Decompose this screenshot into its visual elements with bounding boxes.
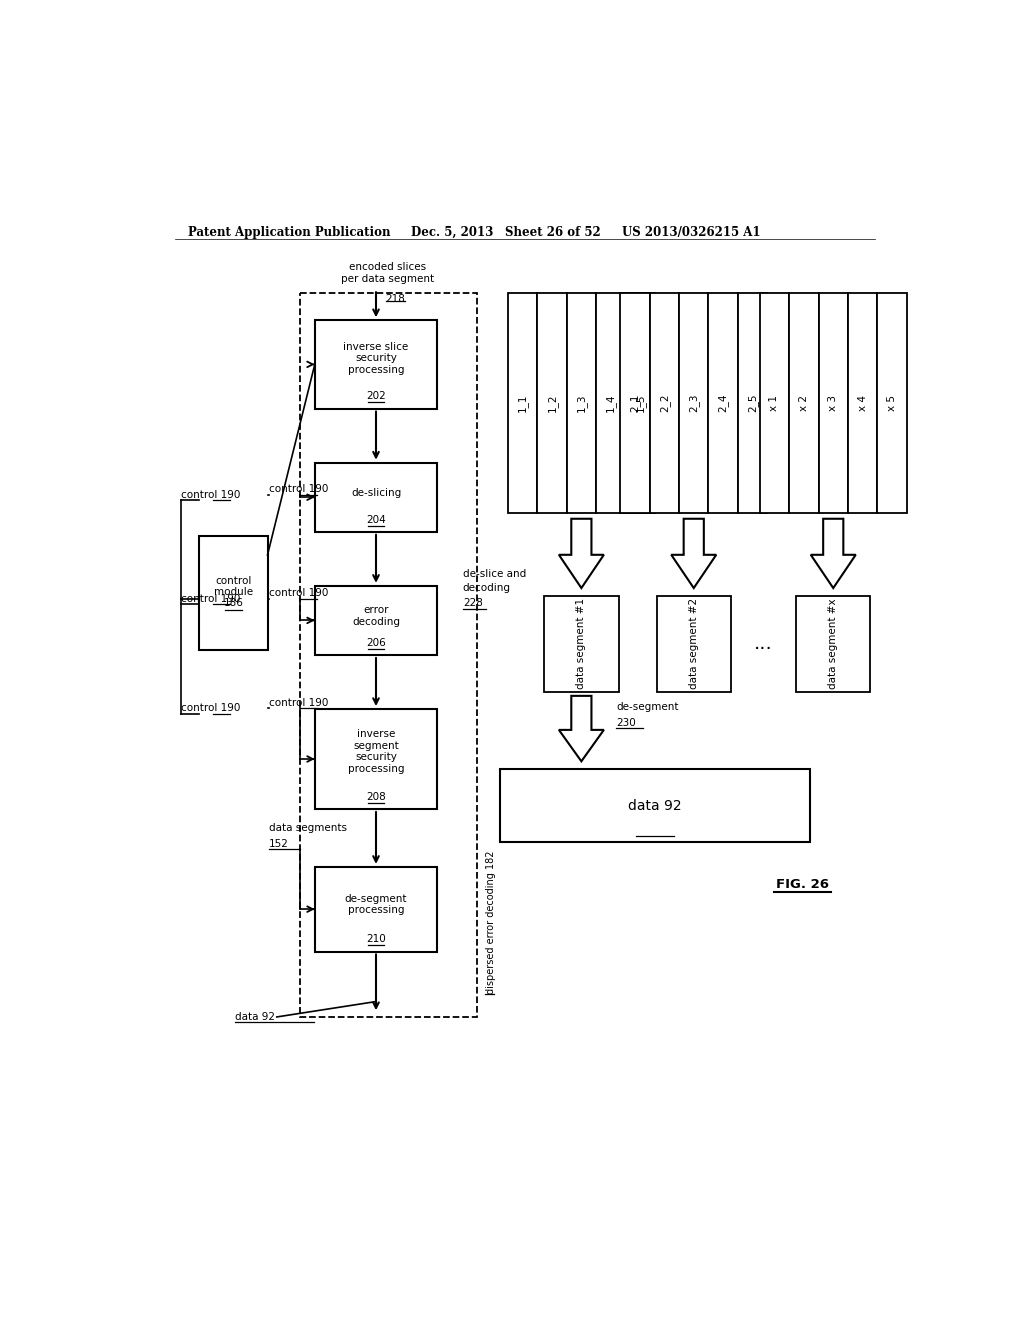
Text: x 2: x 2: [799, 395, 809, 411]
Text: Sheet 26 of 52: Sheet 26 of 52: [506, 226, 601, 239]
Text: 204: 204: [367, 515, 386, 524]
Text: x 3: x 3: [828, 395, 839, 411]
Text: control 190: control 190: [269, 698, 329, 708]
Bar: [656, 595, 731, 692]
Text: data 92: data 92: [628, 799, 682, 813]
Text: Patent Application Publication: Patent Application Publication: [188, 226, 391, 239]
Text: control 190: control 190: [180, 594, 240, 603]
Text: 2_2: 2_2: [658, 393, 670, 412]
Polygon shape: [811, 519, 856, 589]
Bar: [200, 536, 267, 649]
Text: inverse slice
security
processing: inverse slice security processing: [343, 342, 409, 375]
Bar: [818, 293, 848, 512]
Text: dispersed error decoding 182: dispersed error decoding 182: [486, 850, 496, 994]
Text: 202: 202: [367, 391, 386, 401]
Text: 2_5: 2_5: [748, 393, 758, 412]
Text: per data segment: per data segment: [341, 275, 434, 284]
Text: ...: ...: [754, 635, 773, 653]
Bar: [314, 586, 437, 655]
Text: 1_2: 1_2: [547, 393, 557, 412]
Text: 1_4: 1_4: [605, 393, 616, 412]
Text: Dec. 5, 2013: Dec. 5, 2013: [411, 226, 494, 239]
Bar: [596, 293, 626, 512]
Bar: [760, 293, 790, 512]
Bar: [626, 293, 655, 512]
Text: 206: 206: [367, 638, 386, 648]
Text: FIG. 26: FIG. 26: [776, 878, 828, 891]
Bar: [300, 293, 477, 1016]
Bar: [314, 462, 437, 532]
Text: 230: 230: [616, 718, 636, 727]
Text: 228: 228: [463, 598, 482, 609]
Bar: [878, 293, 907, 512]
Bar: [709, 293, 738, 512]
Bar: [621, 293, 649, 512]
Text: control 190: control 190: [269, 484, 329, 495]
Bar: [848, 293, 878, 512]
Text: 1_1: 1_1: [517, 393, 528, 412]
Text: de-slicing: de-slicing: [351, 487, 401, 498]
Bar: [314, 867, 437, 952]
Text: 2_4: 2_4: [718, 393, 729, 412]
Text: 2_1: 2_1: [630, 393, 640, 412]
Text: de-segment
processing: de-segment processing: [345, 894, 408, 915]
Text: 2_3: 2_3: [688, 393, 699, 412]
Bar: [796, 595, 870, 692]
Text: de-segment: de-segment: [616, 702, 679, 713]
Bar: [500, 770, 810, 842]
Bar: [314, 321, 437, 409]
Text: x 4: x 4: [858, 395, 867, 411]
Text: data 92: data 92: [234, 1012, 275, 1022]
Polygon shape: [559, 696, 604, 762]
Text: 218: 218: [385, 294, 406, 304]
Bar: [544, 595, 618, 692]
Bar: [508, 293, 538, 512]
Text: data segments: data segments: [269, 824, 347, 833]
Bar: [790, 293, 818, 512]
Text: encoded slices: encoded slices: [349, 263, 426, 272]
Text: 208: 208: [367, 792, 386, 801]
Text: 1_5: 1_5: [635, 393, 646, 412]
Text: decoding: decoding: [463, 583, 511, 593]
Text: error
decoding: error decoding: [352, 605, 400, 627]
Text: inverse
segment
security
processing: inverse segment security processing: [348, 729, 404, 774]
Text: data segment #1: data segment #1: [577, 598, 587, 689]
Text: data segment #x: data segment #x: [828, 598, 839, 689]
Text: 210: 210: [367, 935, 386, 944]
Text: data segment #2: data segment #2: [689, 598, 698, 689]
Text: de-slice and: de-slice and: [463, 569, 526, 579]
Text: 186: 186: [223, 598, 244, 609]
Bar: [738, 293, 767, 512]
Text: US 2013/0326215 A1: US 2013/0326215 A1: [623, 226, 761, 239]
Text: 1_3: 1_3: [575, 393, 587, 412]
Polygon shape: [672, 519, 716, 589]
Bar: [538, 293, 566, 512]
Text: control 190: control 190: [180, 490, 240, 500]
Text: control 190: control 190: [180, 704, 240, 713]
Text: control 190: control 190: [269, 589, 329, 598]
Text: x 1: x 1: [769, 395, 779, 411]
Bar: [566, 293, 596, 512]
Text: control
module: control module: [214, 576, 253, 598]
Bar: [314, 709, 437, 809]
Text: 152: 152: [269, 838, 289, 849]
Polygon shape: [559, 519, 604, 589]
Text: x 5: x 5: [887, 395, 897, 411]
Bar: [649, 293, 679, 512]
Bar: [679, 293, 709, 512]
